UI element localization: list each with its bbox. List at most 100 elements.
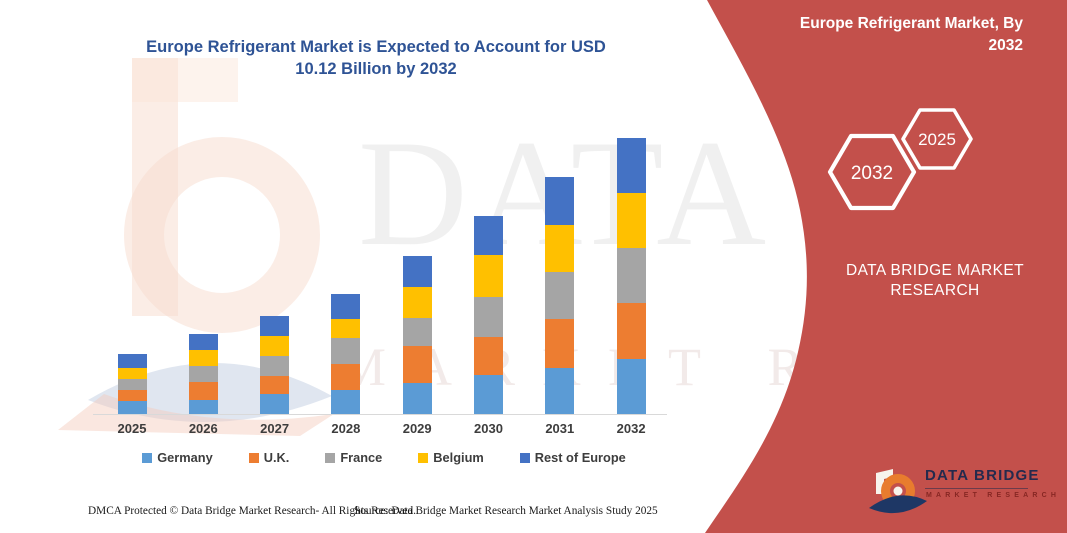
logo-wordmark: DATA BRIDGE (925, 467, 1040, 484)
bar-segment-germany-2028 (331, 390, 361, 414)
chart-title-line2: 10.12 Billion by 2032 (295, 60, 457, 79)
bar-segment-rest-of-europe-2031 (545, 177, 575, 225)
side-panel-title-line1: Europe Refrigerant Market, By (799, 15, 1023, 32)
bar-segment-france-2027 (260, 356, 290, 376)
watermark-logo-arm (132, 58, 238, 102)
bar-segment-germany-2032 (616, 359, 646, 414)
logo-tagline: MARKET RESEARCH (926, 492, 1061, 499)
bar-segment-belgium-2028 (331, 319, 361, 338)
bar-segment-u-k--2031 (545, 319, 575, 368)
logo-underline (925, 488, 1028, 489)
legend-label-rest-of-europe: Rest of Europe (534, 450, 626, 465)
legend-item-rest-of-europe: Rest of Europe (519, 450, 626, 465)
bar-segment-germany-2031 (545, 368, 575, 414)
stacked-bar-2031 (545, 177, 575, 414)
bar-segment-germany-2026 (188, 400, 218, 414)
legend-label-u-k-: U.K. (263, 450, 290, 465)
logo-mark-dot (893, 486, 903, 496)
logo-mark-angle (876, 469, 893, 494)
bar-segment-germany-2029 (402, 383, 432, 414)
legend-item-belgium: Belgium (418, 450, 484, 465)
side-panel-background (705, 0, 1067, 533)
bar-segment-france-2032 (616, 248, 646, 303)
legend-swatch-belgium (418, 452, 429, 463)
bar-segment-rest-of-europe-2025 (117, 354, 147, 368)
side-panel-title: Europe Refrigerant Market, By 2032 (770, 13, 1023, 56)
bar-segment-france-2030 (474, 297, 503, 337)
legend-swatch-rest-of-europe (519, 452, 530, 463)
hexagon-2032 (827, 133, 917, 211)
side-panel-title-line2: 2032 (988, 36, 1023, 54)
bar-segment-france-2028 (331, 338, 361, 364)
stacked-bar-2027 (260, 316, 290, 414)
bar-segment-germany-2030 (474, 375, 503, 414)
hexagon-2025-label: 2025 (918, 130, 956, 149)
x-axis-label-2028: 2028 (331, 421, 361, 436)
bar-segment-rest-of-europe-2030 (474, 216, 503, 255)
bar-segment-belgium-2031 (545, 225, 575, 272)
side-panel-brand-text: DATA BRIDGE MARKET RESEARCH (820, 261, 1050, 301)
bar-segment-rest-of-europe-2029 (402, 256, 432, 287)
stacked-bar-2030 (474, 216, 503, 414)
stacked-bar-2025 (117, 354, 147, 414)
bar-segment-u-k--2028 (331, 364, 361, 390)
stacked-bar-2026 (188, 334, 218, 414)
watermark-logo-bowl (124, 137, 320, 333)
legend-item-germany: Germany (142, 450, 213, 465)
hexagon-2032-label: 2032 (851, 163, 893, 184)
chart: Europe Refrigerant Market is Expected to… (88, 0, 680, 500)
bar-segment-u-k--2025 (117, 390, 147, 401)
logo-mark (869, 469, 927, 514)
x-axis-label-2030: 2030 (474, 421, 503, 436)
x-axis-label-2027: 2027 (260, 421, 290, 436)
stacked-bar-2028 (331, 294, 361, 414)
bar-segment-u-k--2029 (402, 346, 432, 383)
legend-swatch-france (325, 452, 336, 463)
side-panel-brand-line2: RESEARCH (890, 282, 980, 300)
bar-segment-belgium-2026 (188, 350, 218, 366)
stacked-bar-2029 (402, 256, 432, 414)
bar-segment-rest-of-europe-2026 (188, 334, 218, 350)
chart-title-line1: Europe Refrigerant Market is Expected to… (146, 38, 606, 56)
bar-segment-rest-of-europe-2027 (260, 316, 290, 336)
bar-segment-belgium-2027 (260, 336, 290, 356)
bar-segment-rest-of-europe-2028 (331, 294, 361, 319)
legend-swatch-u-k- (248, 452, 259, 463)
bar-segment-belgium-2025 (117, 368, 147, 379)
hexagon-2025 (901, 108, 973, 170)
footer-dmca: DMCA Protected © Data Bridge Market Rese… (88, 505, 416, 517)
side-panel-brand-line1: DATA BRIDGE MARKET (845, 262, 1024, 279)
legend: Germany U.K. France Belgium Rest of Europe (88, 450, 680, 465)
legend-label-france: France (340, 450, 383, 465)
bar-segment-germany-2025 (117, 401, 147, 414)
bar-segment-rest-of-europe-2032 (616, 138, 646, 193)
plot-area (88, 120, 680, 414)
legend-item-u-k-: U.K. (248, 450, 290, 465)
chart-title: Europe Refrigerant Market is Expected to… (126, 36, 626, 81)
bar-segment-france-2026 (188, 366, 218, 382)
bar-segment-france-2031 (545, 272, 575, 319)
x-axis-label-2031: 2031 (545, 421, 575, 436)
footer-source: Source: Data Bridge Market Research Mark… (354, 505, 658, 517)
bar-segment-belgium-2029 (402, 287, 432, 318)
legend-label-belgium: Belgium (433, 450, 484, 465)
legend-item-france: France (325, 450, 382, 465)
x-axis-label-2029: 2029 (402, 421, 432, 436)
logo-mark-swoosh (869, 495, 927, 514)
bar-segment-belgium-2032 (616, 193, 646, 248)
x-axis-label-2026: 2026 (188, 421, 218, 436)
x-axis-label-2025: 2025 (117, 421, 147, 436)
bar-segment-u-k--2026 (188, 382, 218, 400)
legend-swatch-germany (142, 452, 153, 463)
bar-segment-germany-2027 (260, 394, 290, 414)
bar-segment-u-k--2027 (260, 376, 290, 394)
bar-segment-france-2025 (117, 379, 147, 390)
bar-segment-france-2029 (402, 318, 432, 346)
bar-segment-u-k--2032 (616, 303, 646, 359)
stacked-bar-2032 (616, 138, 646, 414)
bar-segment-belgium-2030 (474, 255, 503, 297)
x-axis-label-2032: 2032 (616, 421, 646, 436)
x-axis-line (93, 414, 667, 415)
